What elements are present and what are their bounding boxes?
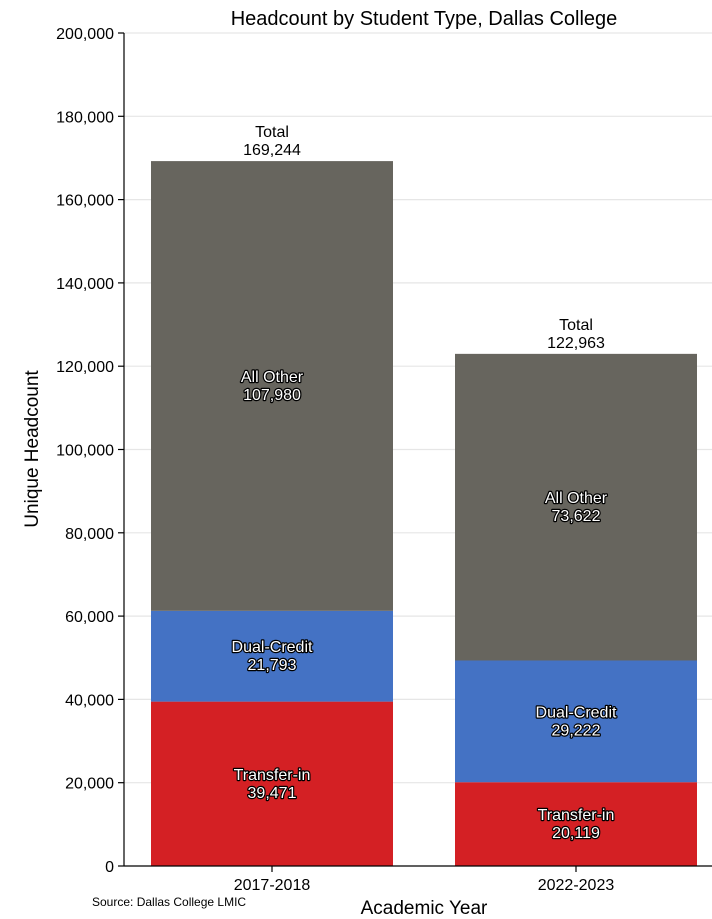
segment-label-value: 39,471	[248, 785, 297, 802]
bar-segment-all-other	[455, 353, 697, 661]
bar-segment-transfer-in	[455, 782, 697, 866]
x-axis-ticks: 2017-2018 2022-2023	[234, 866, 615, 894]
bar-segment-dual-credit	[455, 660, 697, 783]
x-axis-label: Academic Year	[361, 898, 488, 919]
segment-label-name: Dual-Credit	[232, 639, 313, 656]
x-tick-label: 2017-2018	[234, 877, 311, 894]
segment-label-value: 20,119	[552, 825, 600, 842]
x-tick-label: 2022-2023	[538, 877, 615, 894]
y-tick-label: 100,000	[56, 443, 114, 460]
chart-title: Headcount by Student Type, Dallas Colleg…	[231, 8, 618, 30]
source-note: Source: Dallas College LMIC	[92, 895, 246, 909]
y-tick-label: 60,000	[65, 609, 114, 626]
segment-label-value: 29,222	[552, 722, 601, 739]
bar-segment-all-other	[151, 161, 393, 611]
segment-label-name: Transfer-in	[234, 767, 311, 784]
segment-label-value: 107,980	[243, 387, 301, 404]
segment-label-name: All Other	[241, 369, 304, 386]
total-label-value: 169,244	[243, 142, 301, 159]
y-axis-ticks: 0 20,000 40,000 60,000 80,000 100,000 120,000 1…	[56, 26, 124, 876]
y-tick-label: 180,000	[56, 109, 114, 126]
y-tick-label: 200,000	[56, 26, 114, 43]
y-tick-label: 80,000	[65, 526, 114, 543]
total-label-title: Total	[255, 124, 289, 141]
y-tick-label: 20,000	[65, 776, 114, 793]
total-label-value: 122,963	[547, 335, 605, 352]
segment-label-value: 21,793	[248, 657, 297, 674]
segment-label-name: Transfer-in	[538, 807, 615, 824]
segment-label-value: 73,622	[552, 508, 601, 525]
y-tick-label: 140,000	[56, 276, 114, 293]
segment-label-name: All Other	[545, 490, 608, 507]
y-axis-label: Unique Headcount	[22, 370, 43, 528]
y-tick-label: 120,000	[56, 359, 114, 376]
y-tick-label: 40,000	[65, 692, 114, 709]
segment-label-name: Dual-Credit	[536, 704, 617, 721]
total-label-title: Total	[559, 317, 593, 334]
y-tick-label: 160,000	[56, 193, 114, 210]
bar-segment-transfer-in	[151, 701, 393, 866]
y-tick-label: 0	[105, 859, 114, 876]
bars	[151, 161, 697, 866]
bar-segment-dual-credit	[151, 610, 393, 702]
